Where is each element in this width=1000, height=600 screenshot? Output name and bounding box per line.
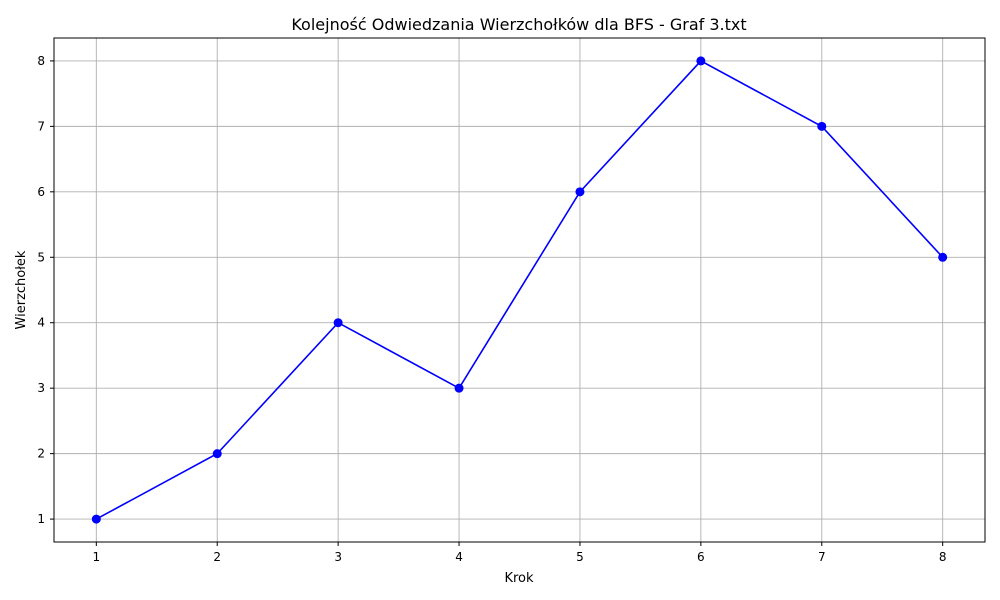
x-tick-label: 5 [576, 550, 584, 564]
data-point [817, 121, 827, 131]
y-tick-label: 2 [37, 447, 45, 461]
y-tick-label: 4 [37, 316, 45, 330]
plot-frame [53, 37, 986, 543]
y-tick-label: 1 [37, 512, 45, 526]
data-points [91, 56, 948, 524]
x-tick-label: 4 [455, 550, 463, 564]
x-axis-label: Krok [504, 571, 534, 586]
data-point [454, 383, 464, 393]
x-tick-label: 2 [213, 550, 221, 564]
series-line [95, 59, 944, 520]
y-tick-label: 3 [37, 381, 45, 395]
axis-ticks: 1 2 3 4 5 6 7 8 1 2 3 4 5 6 7 8 [37, 54, 946, 564]
x-tick-label: 7 [818, 550, 826, 564]
x-tick-label: 8 [939, 550, 947, 564]
data-point [212, 449, 222, 459]
data-point [575, 187, 585, 197]
y-axis-label: Wierzchołek [14, 250, 29, 329]
chart-title: Kolejność Odwiedzania Wierzchołków dla B… [291, 15, 746, 34]
x-tick-label: 1 [92, 550, 100, 564]
y-tick-label: 8 [37, 54, 45, 68]
data-point [696, 56, 706, 66]
data-point [938, 252, 948, 262]
y-tick-label: 7 [37, 119, 45, 133]
grid-lines [54, 38, 985, 542]
data-point [91, 514, 101, 524]
data-point [333, 318, 343, 328]
y-tick-label: 6 [37, 185, 45, 199]
y-tick-label: 5 [37, 250, 45, 264]
x-tick-label: 6 [697, 550, 705, 564]
x-tick-label: 3 [334, 550, 342, 564]
